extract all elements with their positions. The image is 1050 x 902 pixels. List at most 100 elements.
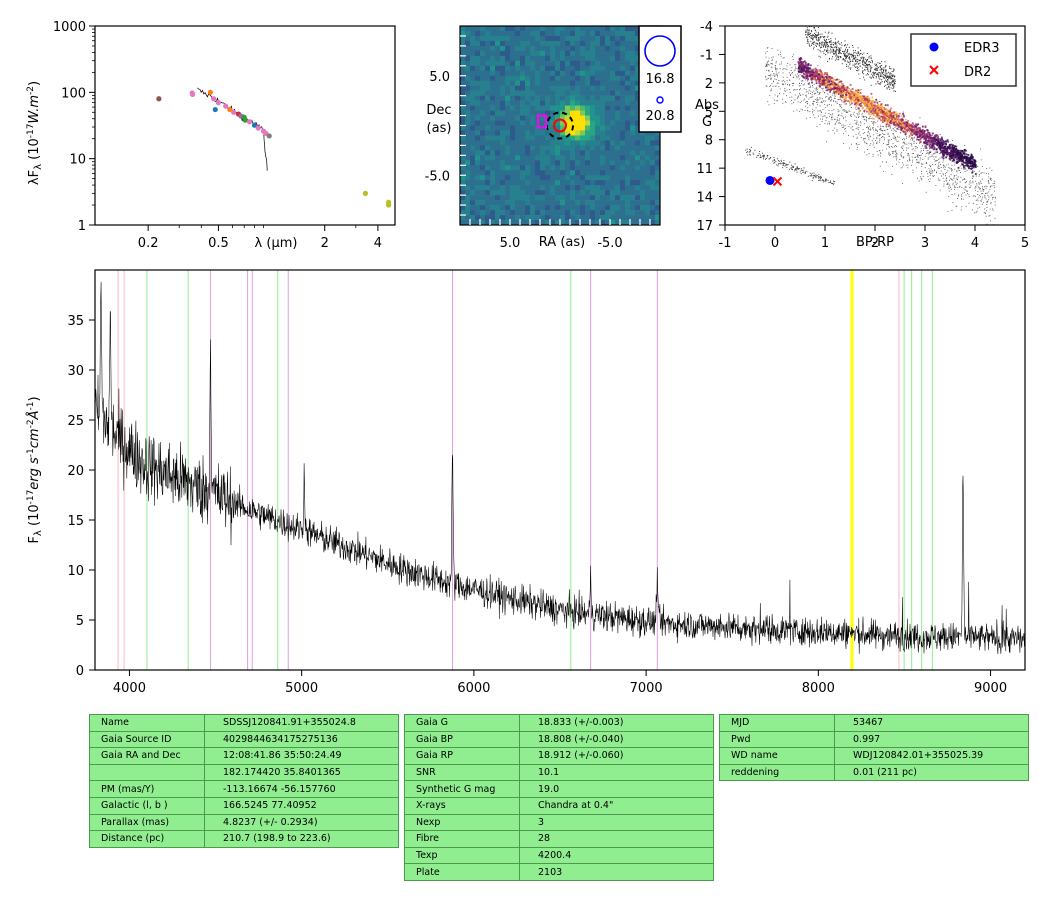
hrd-field-star <box>933 153 935 155</box>
cutout-pixel <box>480 100 486 106</box>
cutout-pixel <box>610 40 616 47</box>
cutout-pixel <box>565 26 571 32</box>
cutout-pixel <box>630 155 636 161</box>
cutout-pixel <box>655 185 661 191</box>
cutout-pixel <box>510 140 516 146</box>
hrd-giant-star <box>879 83 881 85</box>
cutout-pixel <box>495 30 501 37</box>
hrd-field-star <box>968 183 970 185</box>
hrd-field-star <box>879 139 881 141</box>
hrd-field-star <box>848 134 849 136</box>
hrd-ms-star <box>838 87 841 89</box>
cutout-pixel <box>505 130 511 136</box>
hrd-giant-star <box>859 65 861 67</box>
hrd-field-star <box>888 151 890 153</box>
hrd-ms-star <box>959 153 962 156</box>
hrd-field-star <box>859 134 861 136</box>
hrd-ms-star <box>807 78 809 80</box>
cutout-pixel <box>475 145 481 151</box>
cutout-pixel <box>480 30 486 37</box>
hrd-giant-star <box>875 67 877 69</box>
hrd-field-star <box>771 83 773 85</box>
hrd-giant-star <box>868 57 870 59</box>
hrd-field-star <box>773 80 775 82</box>
hrd-field-star <box>980 159 982 161</box>
cutout-pixel <box>475 35 481 42</box>
cutout-pixel <box>600 185 606 191</box>
hrd-field-star <box>841 115 843 117</box>
cutout-pixel <box>465 55 471 62</box>
hrd-field-star <box>805 89 807 91</box>
hrd-field-star <box>808 98 810 100</box>
cutout-pixel <box>525 65 531 72</box>
cutout-pixel <box>620 90 626 96</box>
cutout-pixel <box>485 26 491 32</box>
hrd-field-star <box>856 127 858 129</box>
cutout-pixel <box>530 110 536 116</box>
cutout-pixel <box>510 120 516 126</box>
cutout-pixel <box>575 60 581 67</box>
hrd-giant-star <box>817 32 819 34</box>
hrd-field-star <box>892 165 893 167</box>
cutout-pixel <box>515 180 521 186</box>
cutout-pixel <box>635 90 641 96</box>
cutout-pixel <box>550 90 556 96</box>
cutout-pixel <box>620 190 626 196</box>
cutout-pixel <box>605 185 611 191</box>
cutout-pixel <box>610 200 616 206</box>
hrd-field-star <box>768 60 770 62</box>
hrd-field-star <box>903 142 905 144</box>
hrd-giant-star <box>826 39 828 40</box>
hrd-giant-star <box>875 83 877 85</box>
hrd-field-star <box>902 111 904 113</box>
hrd-field-star <box>961 206 963 208</box>
cutout-pixel <box>565 210 571 216</box>
hrd-giant-star <box>866 65 868 67</box>
cutout-pixel <box>550 95 556 101</box>
cutout-pixel <box>630 125 636 131</box>
cutout-pixel <box>505 30 511 37</box>
cutout-pixel <box>470 135 476 141</box>
hrd-field-star <box>947 183 949 185</box>
hrd-giant-star <box>818 39 820 41</box>
cutout-pixel <box>490 70 496 77</box>
hrd-giant-star <box>838 50 840 52</box>
cutout-pixel <box>575 35 581 42</box>
cutout-pixel <box>460 150 466 156</box>
hrd-field-star <box>786 65 788 67</box>
hrd-giant-star <box>894 80 896 82</box>
hrd-field-star <box>959 165 961 167</box>
cutout-pixel <box>525 100 531 106</box>
cutout-pixel <box>645 210 651 216</box>
hrd-giant-star <box>867 74 869 76</box>
hrd-giant-star <box>871 62 873 64</box>
hrd-field-star <box>809 104 811 106</box>
cutout-pixel <box>540 170 546 176</box>
hrd-ms-star <box>886 110 889 112</box>
cutout-pixel <box>610 85 616 91</box>
hrd-ms-star <box>807 72 810 75</box>
hrd-giant-star <box>871 60 873 61</box>
hrd-ms-star <box>884 112 887 114</box>
cutout-pixel <box>490 100 496 106</box>
cutout-pixel <box>650 190 656 196</box>
hrd-giant-star <box>813 33 815 34</box>
cutout-pixel <box>485 215 491 221</box>
cutout-pixel <box>535 85 541 91</box>
cutout-pixel <box>505 50 511 57</box>
cutout-pixel <box>490 50 496 57</box>
hrd-field-star <box>856 121 858 123</box>
hrd-field-star <box>994 180 996 182</box>
hrd-field-star <box>893 135 895 137</box>
cutout-pixel <box>570 205 576 211</box>
hrd-field-star <box>989 179 991 180</box>
hrd-ms-star <box>904 125 906 128</box>
hrd-giant-star <box>888 86 890 88</box>
hrd-giant-star <box>879 62 881 64</box>
hrd-field-star <box>965 205 967 207</box>
cutout-pixel <box>570 200 576 206</box>
hrd-field-star <box>922 159 924 160</box>
hrd-giant-star <box>817 27 819 29</box>
hrd-giant-star <box>891 77 893 79</box>
hrd-ms-star <box>928 133 931 135</box>
